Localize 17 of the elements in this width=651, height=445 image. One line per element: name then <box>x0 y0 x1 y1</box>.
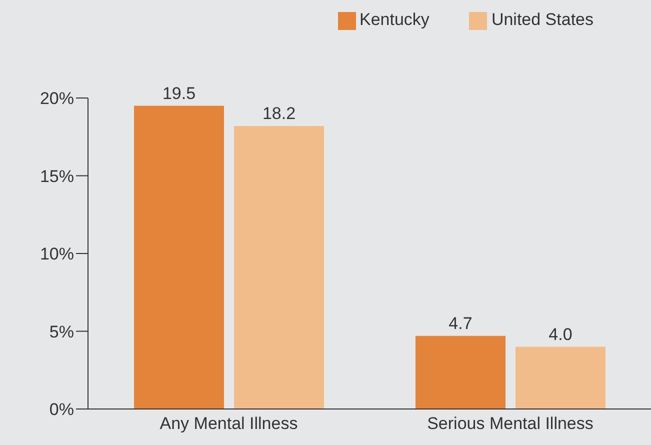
data-label: 4.7 <box>448 314 472 333</box>
y-tick-label: 20% <box>40 89 74 108</box>
y-tick-label: 10% <box>40 244 74 264</box>
bar <box>134 106 224 409</box>
y-tick-label: 5% <box>49 322 74 342</box>
data-label: 19.5 <box>162 84 196 103</box>
data-label: 4.0 <box>548 324 572 344</box>
legend-label: United States <box>491 10 594 29</box>
bar <box>234 126 324 409</box>
y-tick-label: 0% <box>49 400 74 420</box>
bar <box>416 336 506 409</box>
data-label: 18.2 <box>262 104 296 123</box>
y-tick-label: 15% <box>40 166 74 186</box>
x-tick-label: Any Mental Illness <box>160 414 298 434</box>
x-tick-label: Serious Mental Illness <box>427 414 594 434</box>
legend-label: Kentucky <box>360 10 430 29</box>
bar <box>516 346 606 409</box>
